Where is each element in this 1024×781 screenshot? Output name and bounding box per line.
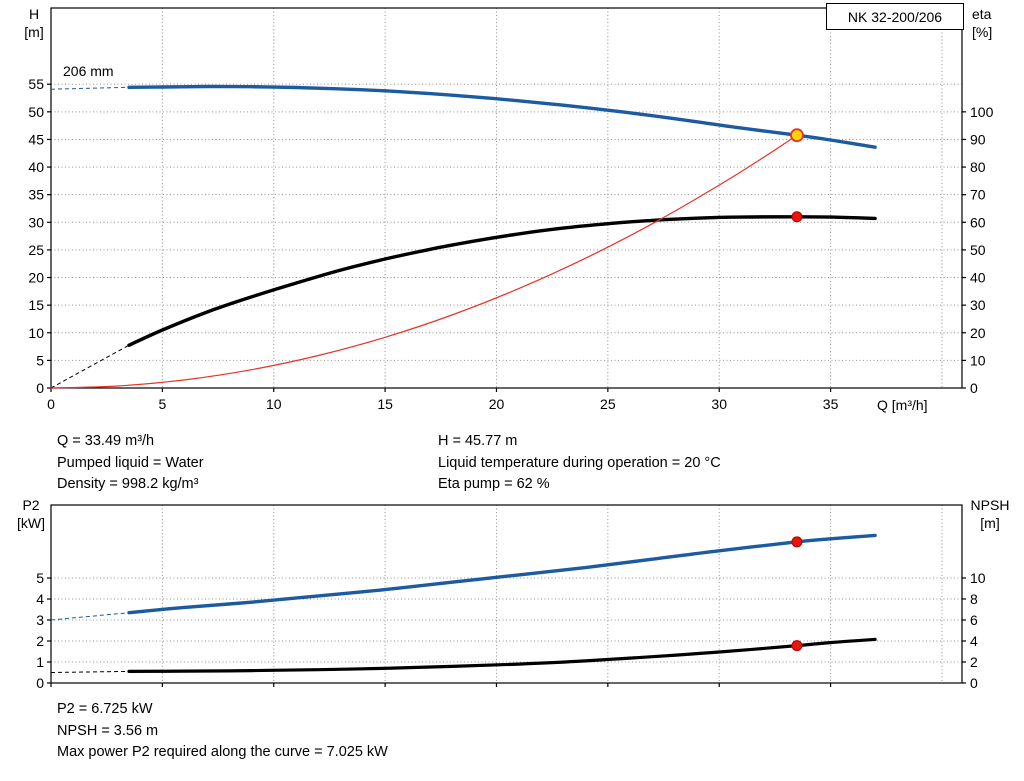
- npsh-point-marker: [791, 640, 803, 652]
- npsh-axis-symbol: NPSH: [970, 497, 1010, 513]
- p2npsh-yright-tick: 4: [970, 633, 978, 649]
- hq-x-tick: 35: [823, 396, 839, 412]
- p2npsh-yright-tick: 6: [970, 612, 978, 628]
- hq-yright-tick: 100: [970, 104, 994, 120]
- hq-yleft-tick: 5: [36, 352, 44, 368]
- hq-x-tick: 25: [600, 396, 616, 412]
- hq-yright-tick: 40: [970, 270, 986, 286]
- p2npsh-yleft-tick: 1: [36, 654, 44, 670]
- hq-x-tick: 15: [377, 396, 393, 412]
- liquid-temperature-value: Liquid temperature during operation = 20…: [438, 454, 721, 471]
- hq-yleft-tick: 10: [28, 325, 44, 341]
- p2npsh-yright-tick: 0: [970, 675, 978, 691]
- pumped-liquid-value: Pumped liquid = Water: [57, 454, 204, 471]
- npsh-curve: [127, 637, 877, 673]
- p2npsh-yright-tick: 10: [970, 570, 986, 586]
- system-resistance-curve: [50, 134, 798, 389]
- q-axis-label: Q [m³/h]: [877, 397, 928, 413]
- hq-yright-tick: 90: [970, 131, 986, 147]
- hq-yright-tick: 10: [970, 352, 986, 368]
- power-info-column: P2 = 6.725 kW NPSH = 3.56 m Max power P2…: [57, 699, 388, 764]
- hq-yright-tick: 80: [970, 159, 986, 175]
- p2npsh-yright-tick: 2: [970, 654, 978, 670]
- p2npsh-yleft-tick: 0: [36, 675, 44, 691]
- max-power-value: Max power P2 required along the curve = …: [57, 744, 388, 761]
- hq-yright-tick: 70: [970, 187, 986, 203]
- eta-axis-unit-label: eta [%]: [972, 5, 992, 41]
- hq-yright-tick: 50: [970, 242, 986, 258]
- h-axis-symbol: H: [28, 6, 40, 22]
- h-axis-unit: [m]: [24, 24, 44, 40]
- pump-model-badge: NK 32-200/206: [826, 3, 964, 30]
- hq-yleft-tick: 50: [28, 104, 44, 120]
- p2-axis-unit: [kW]: [17, 515, 45, 531]
- efficiency-point-marker: [791, 211, 803, 223]
- hq-x-tick: 30: [711, 396, 727, 412]
- p2npsh-yleft-tick: 3: [36, 612, 44, 628]
- p2npsh-yleft-tick: 2: [36, 633, 44, 649]
- p2npsh-yleft-tick: 4: [36, 591, 44, 607]
- p2-axis-unit-label: P2 [kW]: [8, 496, 54, 532]
- p2npsh-yright-tick: 8: [970, 591, 978, 607]
- p2-axis-symbol: P2: [22, 497, 40, 513]
- npsh-axis-unit-label: NPSH [m]: [960, 496, 1020, 532]
- hq-x-tick: 10: [266, 396, 282, 412]
- hq-yleft-tick: 20: [28, 270, 44, 286]
- h-axis-unit-label: H [m]: [13, 5, 55, 41]
- hq-x-tick: 20: [489, 396, 505, 412]
- hq-yleft-tick: 15: [28, 297, 44, 313]
- hq-yleft-tick: 0: [36, 380, 44, 396]
- hq-yleft-tick: 30: [28, 214, 44, 230]
- head-curve: [127, 84, 877, 149]
- p2-curve: [127, 533, 877, 615]
- p2npsh-frame: [50, 504, 963, 684]
- eta-axis-symbol: eta: [972, 6, 992, 22]
- impeller-diameter-label: 206 mm: [63, 63, 114, 79]
- hq-yleft-tick: 25: [28, 242, 44, 258]
- hq-x-tick: 5: [158, 396, 166, 412]
- duty-point-marker: [790, 128, 804, 143]
- eta-pump-value: Eta pump = 62 %: [438, 476, 550, 493]
- hq-yleft-tick: 55: [28, 76, 44, 92]
- flow-value: Q = 33.49 m³/h: [57, 433, 155, 449]
- p2-point-marker: [791, 536, 803, 548]
- duty-info-left-column: Q = 33.49 m³/h Pumped liquid = Water Den…: [57, 431, 204, 496]
- efficiency-curve-lead: [50, 344, 130, 389]
- density-value: Density = 998.2 kg/m³: [57, 476, 199, 493]
- efficiency-curve: [127, 215, 877, 347]
- head-curve-lead: [50, 86, 130, 90]
- npsh-curve-lead: [50, 670, 130, 673]
- p2npsh-yleft-tick: 5: [36, 570, 44, 586]
- head-value: H = 45.77 m: [438, 433, 518, 449]
- hq-yright-tick: 60: [970, 214, 986, 230]
- hq-yleft-tick: 35: [28, 187, 44, 203]
- pump-model-label: NK 32-200/206: [847, 8, 943, 25]
- hq-x-tick: 0: [47, 396, 55, 412]
- hq-plot: 0510152025303540455055010203040506070809…: [28, 7, 994, 412]
- hq-frame: [50, 7, 963, 389]
- hq-yright-tick: 30: [970, 297, 986, 313]
- hq-yleft-tick: 40: [28, 159, 44, 175]
- npsh-axis-unit: [m]: [980, 515, 1000, 531]
- p2-curve-lead: [50, 612, 130, 621]
- duty-info-right-column: H = 45.77 m Liquid temperature during op…: [438, 431, 721, 496]
- p2npsh-plot: 0 1 2 3 4 5 0 2 4 6 8 10: [36, 504, 986, 691]
- npsh-value: NPSH = 3.56 m: [57, 722, 159, 739]
- hq-yright-tick: 0: [970, 380, 978, 396]
- eta-axis-unit: [%]: [972, 24, 993, 40]
- p2-value: P2 = 6.725 kW: [57, 701, 153, 717]
- hq-yright-tick: 20: [970, 325, 986, 341]
- hq-yleft-tick: 45: [28, 131, 44, 147]
